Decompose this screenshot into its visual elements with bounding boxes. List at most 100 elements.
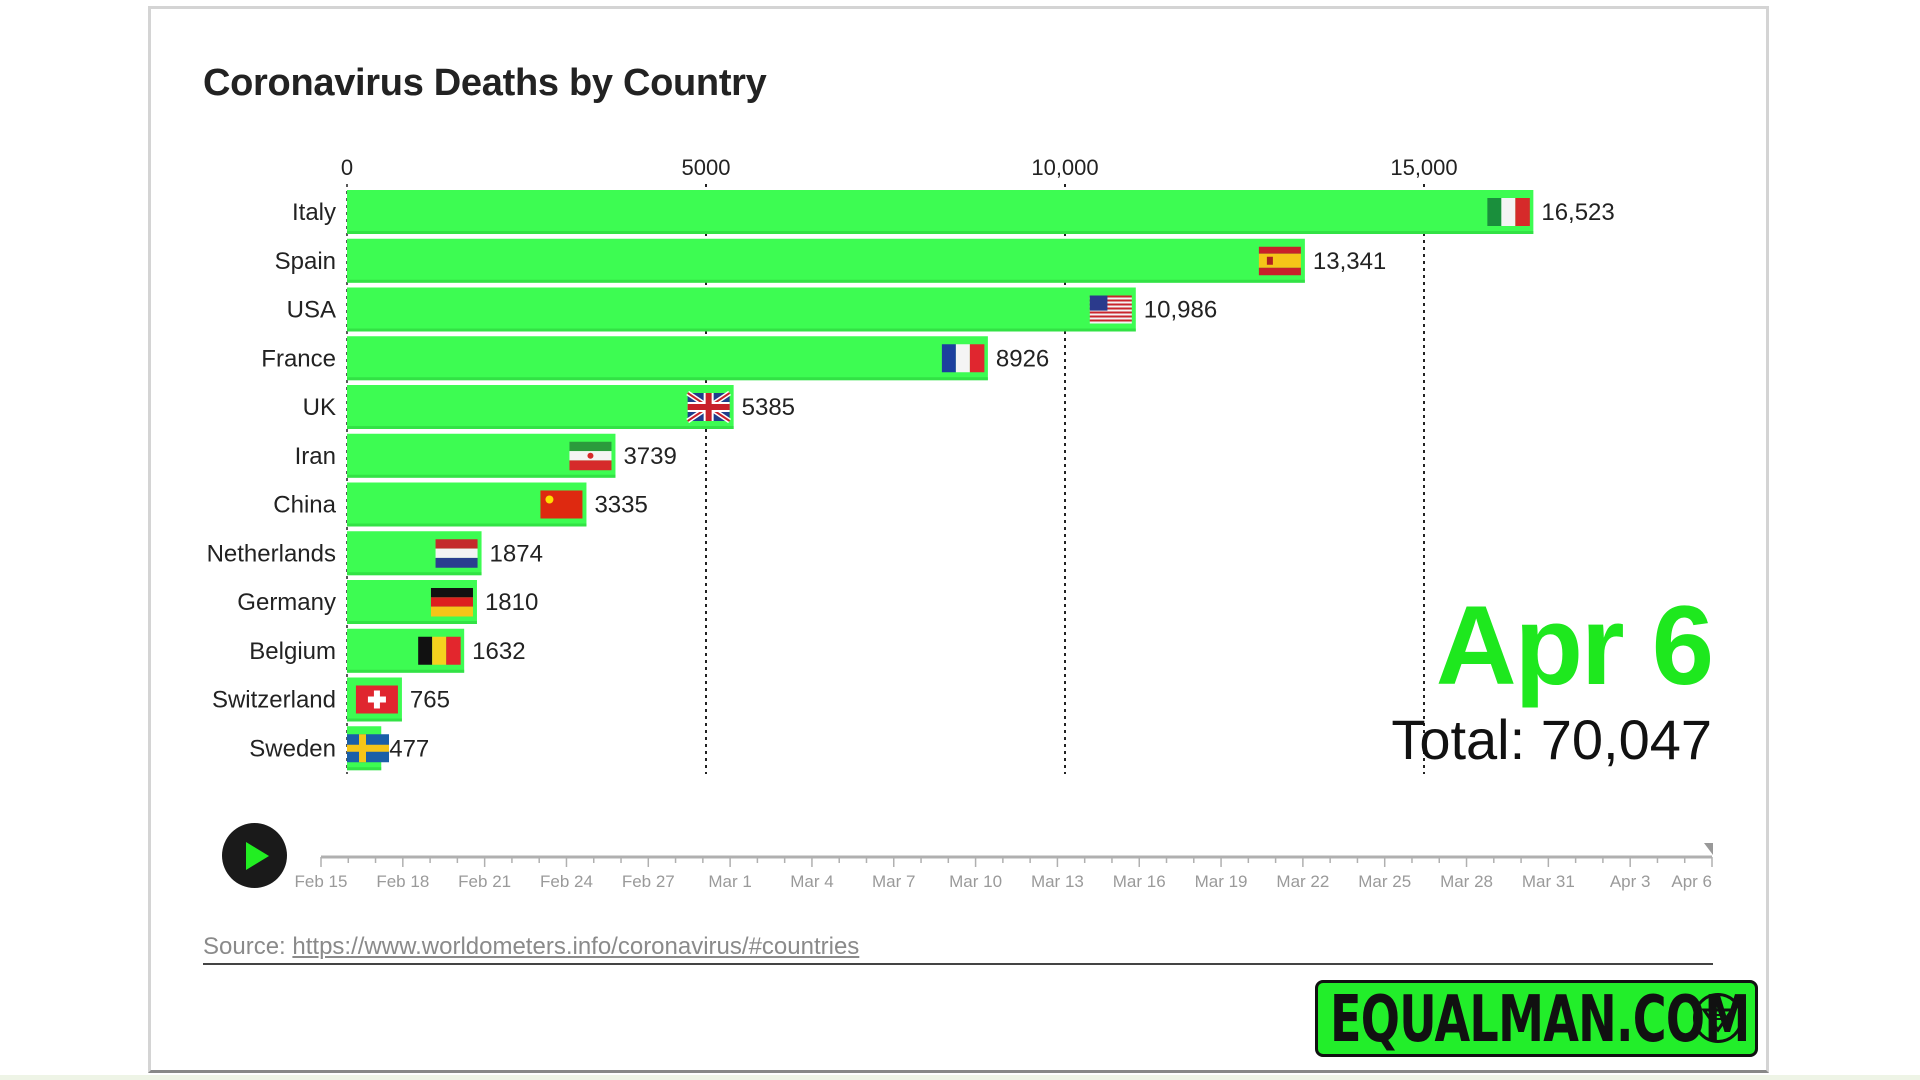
flag-france-icon [941, 344, 985, 373]
flag-stripe [955, 344, 970, 373]
timeline-date-label: Feb 21 [458, 872, 511, 891]
value-label: 765 [410, 687, 450, 714]
flag-stripe [435, 557, 478, 568]
x-tick-label: 0 [341, 155, 353, 180]
total-deaths: Total: 70,047 [1391, 708, 1712, 771]
timeline-date-label: Mar 10 [949, 872, 1002, 891]
flag-china-icon [540, 490, 583, 519]
bar-shadow [347, 572, 482, 576]
flag-stripe [540, 490, 583, 519]
x-tick-label: 10,000 [1031, 155, 1098, 180]
flag-stripe [1258, 246, 1301, 254]
timeline-date-label: Feb 15 [295, 872, 348, 891]
country-label: France [261, 345, 336, 372]
equalman-logo: EQUALMAN.COM [1315, 980, 1758, 1057]
timeline-date-label: Mar 16 [1113, 872, 1166, 891]
bar-shadow [347, 279, 1305, 283]
flag-stripe [435, 548, 478, 558]
bar-shadow [347, 231, 1534, 234]
flag-stripe [1089, 297, 1132, 300]
flag-netherlands-icon [435, 539, 478, 568]
logo-text: EQUALMAN.COM [1330, 983, 1750, 1057]
timeline-date-label: Apr 3 [1610, 872, 1651, 891]
flag-belgium-icon [418, 636, 461, 665]
source-label: Source: [203, 933, 286, 960]
flag-star [545, 495, 554, 504]
flag-stripe [969, 344, 985, 373]
timeline-date-label: Mar 25 [1358, 872, 1411, 891]
bar-shadow [347, 523, 587, 527]
country-label: USA [287, 297, 336, 324]
x-tick-label: 5000 [682, 155, 731, 180]
flag-uk-icon [686, 390, 732, 424]
flag-stripe [569, 441, 612, 452]
timeline-date-label: Mar 22 [1276, 872, 1329, 891]
play-button[interactable] [222, 823, 287, 888]
bar-shadow [347, 474, 616, 478]
divider [203, 963, 1713, 965]
timeline-handle[interactable] [1704, 843, 1713, 855]
flag-stripe [1089, 313, 1132, 316]
flag-stripe [1258, 267, 1301, 276]
country-label: Germany [237, 589, 336, 616]
country-label: Sweden [249, 735, 336, 762]
timeline-date-label: Mar 1 [708, 872, 751, 891]
timeline-date-label: Mar 28 [1440, 872, 1493, 891]
country-label: Italy [292, 199, 336, 226]
flag-stripe [569, 460, 612, 471]
flag-stripe [1089, 319, 1132, 322]
country-label: Spain [275, 248, 336, 275]
flag-emblem [1266, 256, 1273, 265]
flag-spain-icon [1258, 246, 1301, 276]
x-tick-label: 15,000 [1390, 155, 1457, 180]
timeline-date-label: Mar 4 [790, 872, 833, 891]
flag-germany-icon [430, 588, 473, 617]
bar-shadow [347, 426, 734, 429]
flag-italy-icon [1487, 198, 1530, 226]
diamond-icon [1693, 993, 1743, 1043]
flag-stripe [435, 539, 478, 549]
value-label: 16,523 [1541, 199, 1614, 226]
bar [347, 336, 988, 381]
value-label: 13,341 [1313, 248, 1386, 275]
bar-shadow [347, 377, 988, 381]
country-label: Switzerland [212, 687, 336, 714]
bar-shadow [347, 767, 382, 771]
bar [347, 287, 1136, 332]
flag-stripe [1089, 317, 1132, 320]
flag-stripe [430, 588, 473, 598]
flag-stripe [1089, 295, 1108, 311]
chart-title: Coronavirus Deaths by Country [203, 62, 767, 104]
flag-emblem [587, 452, 594, 459]
bar [347, 385, 734, 429]
value-label: 1874 [490, 540, 543, 567]
flag-stripe [1089, 311, 1132, 314]
timeline-date-label: Mar 7 [872, 872, 915, 891]
flag-stripe [1089, 321, 1132, 324]
value-label: 5385 [742, 394, 795, 421]
source-link[interactable]: https://www.worldometers.info/coronaviru… [292, 933, 860, 960]
flag-stripe [432, 636, 447, 665]
flag-stripe [1089, 305, 1132, 308]
timeline-date-label: Mar 13 [1031, 872, 1084, 891]
flag-switzerland-icon [355, 685, 398, 714]
flag-stripe [1089, 295, 1132, 298]
timeline-date-label: Mar 19 [1195, 872, 1248, 891]
flag-sweden-icon [347, 734, 389, 763]
flag-stripe [446, 636, 461, 665]
flag-stripe [1089, 303, 1132, 306]
flag-iran-icon [569, 441, 612, 471]
current-date: Apr 6 [1435, 583, 1714, 708]
timeline-date-label: Feb 18 [376, 872, 429, 891]
value-label: 477 [389, 735, 429, 762]
value-label: 1810 [485, 589, 538, 616]
flag-stripe [1258, 253, 1301, 268]
bar-shadow [347, 669, 465, 673]
timeline-date-label: Mar 31 [1522, 872, 1575, 891]
flag-stripe [1089, 309, 1132, 312]
flag-stripe [1089, 315, 1132, 318]
bar-shadow [347, 621, 477, 624]
timeline-date-label: Apr 6 [1671, 872, 1712, 891]
timeline-date-label: Feb 24 [540, 872, 593, 891]
